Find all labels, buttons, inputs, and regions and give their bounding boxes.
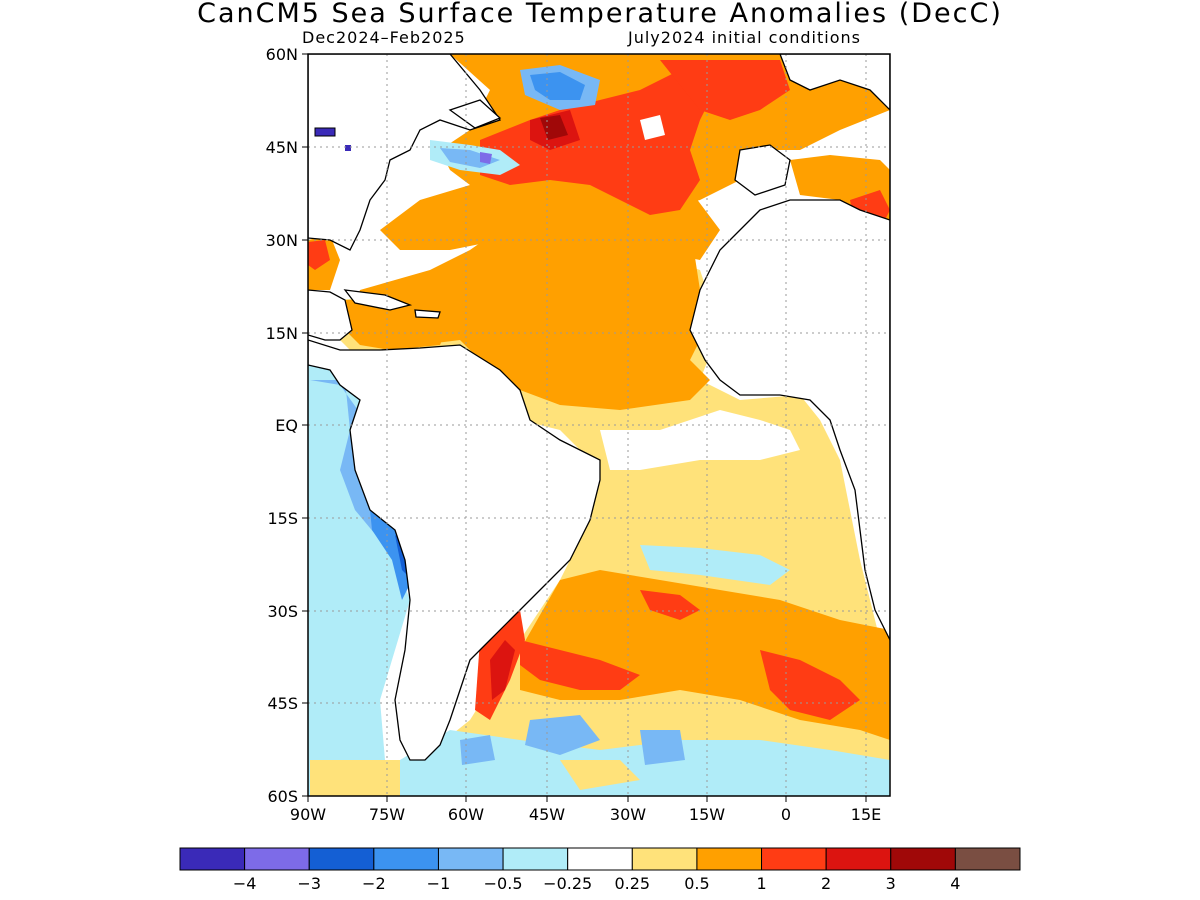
colorbar-tick-label: 4 — [950, 874, 960, 893]
lat-label: 45S — [267, 694, 298, 713]
colorbar-swatch — [244, 847, 310, 871]
lon-label: 45W — [529, 805, 565, 824]
colorbar-swatch — [373, 847, 439, 871]
lat-label: 45N — [266, 138, 298, 157]
lon-label: 30W — [610, 805, 646, 824]
colorbar-tick-label: 1 — [756, 874, 766, 893]
colorbar-swatch — [825, 847, 892, 871]
lat-label: 30N — [266, 231, 298, 250]
colorbar-swatch — [631, 847, 698, 871]
colorbar-tick-label: 2 — [821, 874, 831, 893]
colorbar-swatch — [890, 847, 956, 871]
colorbar-tick-label: −3 — [297, 874, 321, 893]
anomaly-field — [308, 54, 890, 796]
lat-label: 60N — [266, 45, 298, 64]
colorbar-swatch — [567, 847, 633, 871]
land-masses — [308, 54, 890, 761]
colorbar-tick-label: −0.5 — [484, 874, 523, 893]
lon-label: 0 — [781, 805, 791, 824]
lat-label: 15S — [267, 509, 298, 528]
lat-label: 30S — [267, 602, 298, 621]
colorbar-swatch — [696, 847, 763, 871]
forecast-period-label: Dec2024–Feb2025 — [302, 28, 466, 47]
colorbar-tick-label: −0.25 — [543, 874, 592, 893]
map-title: CanCM5 Sea Surface Temperature Anomalies… — [197, 0, 1003, 29]
colorbar-tick-label: 3 — [886, 874, 896, 893]
colorbar-tick-label: −2 — [362, 874, 386, 893]
map-grid — [308, 54, 890, 796]
lat-label: EQ — [275, 416, 298, 435]
colorbar-swatch — [179, 847, 246, 871]
colorbar-tick-label: 0.25 — [614, 874, 650, 893]
axis-ticks — [302, 53, 867, 802]
colorbar-swatch — [954, 847, 1021, 871]
lon-label: 60W — [448, 805, 484, 824]
lon-label: 90W — [290, 805, 326, 824]
colorbar-swatch — [437, 847, 504, 871]
lon-label: 15W — [689, 805, 725, 824]
lon-label: 75W — [369, 805, 405, 824]
lat-label: 15N — [266, 324, 298, 343]
colorbar: −4 −3 −2 −1 −0.5 −0.25 0.25 0.5 1 2 3 4 — [179, 847, 1021, 893]
colorbar-tick-label: −1 — [427, 874, 451, 893]
colorbar-swatch — [502, 847, 569, 871]
colorbar-swatch — [308, 847, 375, 871]
initial-conditions-label: July2024 initial conditions — [628, 28, 861, 47]
lat-label: 60S — [267, 787, 298, 806]
colorbar-tick-label: 0.5 — [684, 874, 709, 893]
colorbar-tick-label: −4 — [233, 874, 257, 893]
colorbar-swatch — [761, 847, 827, 871]
lon-label: 15E — [851, 805, 881, 824]
